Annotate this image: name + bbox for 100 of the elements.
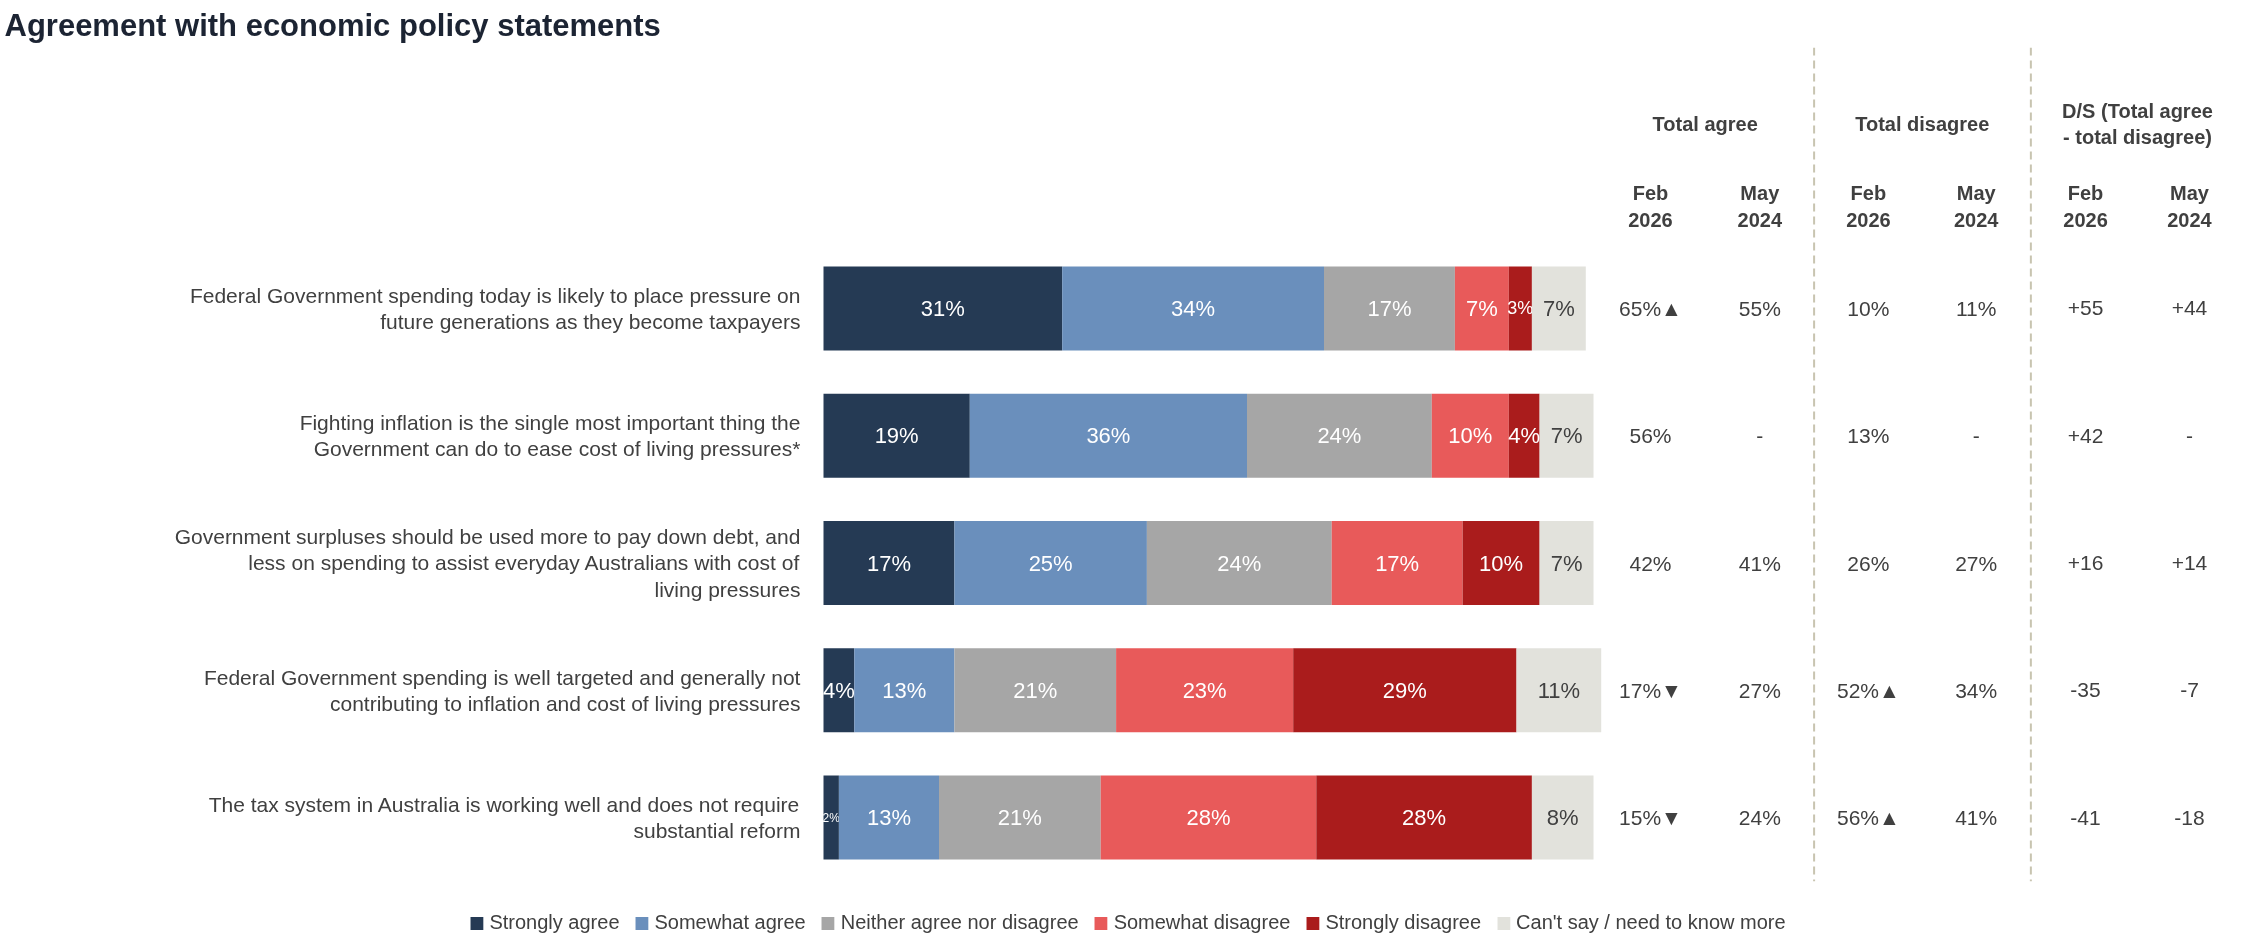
legend-label: Somewhat disagree [1113, 911, 1291, 934]
bar [1324, 266, 1455, 351]
data-label: 11% [1537, 677, 1581, 703]
data-label: 10% [1448, 423, 1493, 449]
bar [954, 648, 1117, 733]
bar [823, 521, 955, 606]
data-label: 7% [1550, 550, 1583, 576]
text: 13% [1847, 424, 1890, 448]
bar [1062, 266, 1324, 351]
bar [969, 393, 1247, 478]
data-label: 10% [1479, 550, 1524, 576]
bar [1146, 521, 1332, 606]
data-label: 7% [1465, 295, 1498, 321]
bar [1462, 521, 1540, 606]
text: +16 [2067, 551, 2104, 575]
data-label: 19% [874, 423, 919, 449]
text: +44 [2171, 296, 2208, 320]
bar [1508, 266, 1532, 351]
legend-label: Somewhat agree [654, 911, 806, 934]
bar [1539, 393, 1594, 478]
legend-label: Can't say / need to know more [1516, 911, 1786, 934]
data-label: 21% [997, 805, 1042, 831]
text: -41 [2070, 805, 2101, 829]
bar [1100, 775, 1317, 860]
data-label: 36% [1086, 423, 1131, 449]
text: - [1972, 423, 1980, 447]
data-label: 24% [1317, 423, 1362, 449]
y-tick-label: Federal Government spending is well targeted and generally not contributing to inflation and cost of living pressures [203, 665, 801, 716]
data-label: 34% [1171, 295, 1216, 321]
data-label: 25% [1028, 550, 1073, 576]
text: May 2024 [1953, 182, 2000, 231]
text: 27% [1738, 678, 1781, 702]
text: 27% [1955, 551, 1998, 575]
text: +42 [2067, 423, 2104, 447]
data-label: 17% [1375, 550, 1420, 576]
text: 10% [1847, 296, 1890, 320]
bar [954, 521, 1147, 606]
text: Feb 2026 [2063, 182, 2108, 231]
data-label: 21% [1013, 677, 1058, 703]
legend-label: Strongly disagree [1325, 911, 1482, 934]
bar [854, 648, 955, 733]
data-label: 29% [1382, 677, 1427, 703]
text: 56% [1629, 424, 1672, 448]
bar [1531, 775, 1594, 860]
bar [823, 775, 839, 860]
text: 15%▼ [1619, 806, 1682, 830]
text: -7 [2180, 678, 2199, 702]
data-label: 13% [882, 677, 927, 703]
y-tick-label: The tax system in Australia is working well and does not require substantial reform [208, 792, 801, 843]
data-label: 2% [822, 810, 841, 825]
text: 55% [1738, 296, 1781, 320]
text: 24% [1738, 806, 1781, 830]
bar [1247, 393, 1432, 478]
data-label: 13% [866, 805, 911, 831]
text: 65%▲ [1619, 296, 1682, 320]
data-label: 17% [866, 550, 911, 576]
bar [1516, 648, 1602, 733]
data-label: 31% [920, 295, 965, 321]
bar [939, 775, 1101, 860]
y-tick-label: Federal Government spending today is likely to place pressure on future generations as they become taxpayers [189, 283, 801, 334]
data-label: 7% [1542, 295, 1575, 321]
y-tick-label: Fighting inflation is the single most important thing the Government can do to ease cost of living pressures* [299, 411, 801, 461]
data-label: 7% [1550, 423, 1583, 449]
text: 26% [1847, 551, 1890, 575]
text: -35 [2070, 678, 2101, 702]
data-label: 28% [1186, 805, 1231, 831]
text: 42% [1629, 551, 1672, 575]
bar [823, 266, 1063, 351]
text: Feb 2026 [1846, 182, 1891, 231]
text: 56%▲ [1836, 806, 1900, 830]
text: +14 [2171, 551, 2208, 575]
y-tick-label: Government surpluses should be used more to pay down debt, and less on spending to assist everyday Australians with cost of living pressures [174, 525, 801, 601]
legend-label: Strongly agree [489, 911, 620, 934]
bar [1116, 648, 1294, 733]
data-label: 4% [823, 677, 855, 703]
bar [1454, 266, 1509, 351]
data-label: 3% [1507, 298, 1534, 319]
bar [823, 393, 970, 478]
bar [1293, 648, 1517, 733]
text: - [1756, 423, 1764, 447]
text: 11% [1955, 296, 1997, 320]
legend-label: Neither agree nor disagree [840, 911, 1079, 934]
text: Total agree [1652, 112, 1758, 135]
text: 41% [1955, 806, 1998, 830]
text: 41% [1738, 551, 1781, 575]
bar [1331, 521, 1463, 606]
text: 52%▲ [1836, 678, 1900, 702]
data-label: 8% [1546, 805, 1579, 831]
bar [1531, 266, 1586, 351]
text: May 2024 [1737, 182, 1783, 231]
text: 17%▼ [1619, 678, 1682, 702]
text: Total disagree [1855, 112, 1990, 135]
data-label: 24% [1217, 550, 1262, 576]
text: D/S (Total agree - total disagree) [2062, 99, 2213, 149]
data-label: 17% [1367, 295, 1412, 321]
bar [1539, 521, 1594, 606]
text: +55 [2067, 296, 2104, 320]
text: May 2024 [2167, 182, 2213, 231]
text: -18 [2174, 805, 2205, 829]
bar [1431, 393, 1509, 478]
